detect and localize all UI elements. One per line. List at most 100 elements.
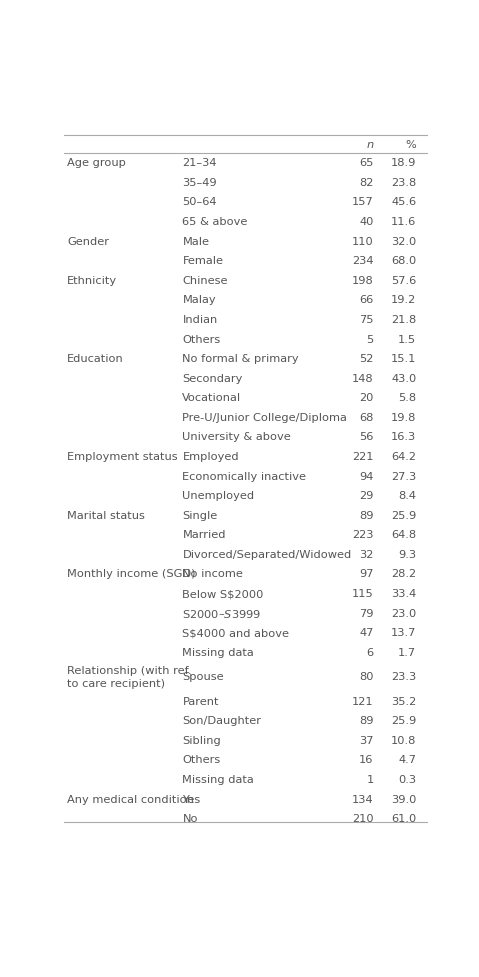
Text: Missing data: Missing data [182, 647, 254, 658]
Text: 57.6: 57.6 [391, 276, 416, 285]
Text: 56: 56 [359, 432, 374, 442]
Text: Any medical condition: Any medical condition [67, 794, 194, 804]
Text: Relationship (with ref.: Relationship (with ref. [67, 665, 192, 675]
Text: 37: 37 [359, 735, 374, 745]
Text: Gender: Gender [67, 236, 109, 246]
Text: 5.8: 5.8 [398, 393, 416, 403]
Text: 64.8: 64.8 [391, 530, 416, 539]
Text: 68.0: 68.0 [391, 256, 416, 266]
Text: Ethnicity: Ethnicity [67, 276, 117, 285]
Text: 21–34: 21–34 [182, 158, 217, 168]
Text: 9.3: 9.3 [398, 549, 416, 559]
Text: 68: 68 [359, 412, 374, 422]
Text: 221: 221 [352, 451, 374, 461]
Text: 27.3: 27.3 [391, 471, 416, 481]
Text: Malay: Malay [182, 295, 216, 305]
Text: Others: Others [182, 334, 221, 344]
Text: Employment status: Employment status [67, 451, 178, 461]
Text: 82: 82 [359, 178, 374, 188]
Text: 35–49: 35–49 [182, 178, 217, 188]
Text: 35.2: 35.2 [391, 696, 416, 706]
Text: Female: Female [182, 256, 223, 266]
Text: No: No [182, 814, 198, 824]
Text: 19.2: 19.2 [391, 295, 416, 305]
Text: 75: 75 [359, 315, 374, 324]
Text: Monthly income (SGD): Monthly income (SGD) [67, 569, 196, 579]
Text: No income: No income [182, 569, 243, 579]
Text: 15.1: 15.1 [391, 354, 416, 363]
Text: Age group: Age group [67, 158, 126, 168]
Text: Indian: Indian [182, 315, 217, 324]
Text: 5: 5 [366, 334, 374, 344]
Text: 39.0: 39.0 [391, 794, 416, 804]
Text: 121: 121 [352, 696, 374, 706]
Text: Secondary: Secondary [182, 373, 243, 383]
Text: 4.7: 4.7 [398, 754, 416, 765]
Text: 1.7: 1.7 [398, 647, 416, 658]
Text: 23.0: 23.0 [391, 608, 416, 618]
Text: 1: 1 [366, 774, 374, 785]
Text: Parent: Parent [182, 696, 219, 706]
Text: 23.3: 23.3 [391, 671, 416, 682]
Text: 66: 66 [359, 295, 374, 305]
Text: 8.4: 8.4 [398, 490, 416, 500]
Text: 32.0: 32.0 [391, 236, 416, 246]
Text: 25.9: 25.9 [391, 510, 416, 520]
Text: S$4000 and above: S$4000 and above [182, 627, 289, 638]
Text: 80: 80 [359, 671, 374, 682]
Text: 198: 198 [352, 276, 374, 285]
Text: Education: Education [67, 354, 124, 363]
Text: S$2000–S$3999: S$2000–S$3999 [182, 607, 262, 619]
Text: Chinese: Chinese [182, 276, 228, 285]
Text: 52: 52 [359, 354, 374, 363]
Text: 79: 79 [359, 608, 374, 618]
Text: 50–64: 50–64 [182, 197, 217, 207]
Text: Others: Others [182, 754, 221, 765]
Text: 1.5: 1.5 [398, 334, 416, 344]
Text: 210: 210 [352, 814, 374, 824]
Text: 97: 97 [359, 569, 374, 579]
Text: Economically inactive: Economically inactive [182, 471, 307, 481]
Text: Divorced/Separated/Widowed: Divorced/Separated/Widowed [182, 549, 352, 559]
Text: 11.6: 11.6 [391, 217, 416, 227]
Text: 25.9: 25.9 [391, 715, 416, 726]
Text: 28.2: 28.2 [391, 569, 416, 579]
Text: Pre-U/Junior College/Diploma: Pre-U/Junior College/Diploma [182, 412, 347, 422]
Text: 16.3: 16.3 [391, 432, 416, 442]
Text: Employed: Employed [182, 451, 239, 461]
Text: 29: 29 [359, 490, 374, 500]
Text: to care recipient): to care recipient) [67, 678, 165, 688]
Text: Yes: Yes [182, 794, 201, 804]
Text: Sibling: Sibling [182, 735, 221, 745]
Text: Married: Married [182, 530, 226, 539]
Text: 19.8: 19.8 [391, 412, 416, 422]
Text: 16: 16 [359, 754, 374, 765]
Text: 223: 223 [352, 530, 374, 539]
Text: Single: Single [182, 510, 217, 520]
Text: 13.7: 13.7 [391, 627, 416, 638]
Text: 94: 94 [359, 471, 374, 481]
Text: 148: 148 [352, 373, 374, 383]
Text: 6: 6 [366, 647, 374, 658]
Text: Below S$2000: Below S$2000 [182, 588, 264, 599]
Text: 234: 234 [352, 256, 374, 266]
Text: 23.8: 23.8 [391, 178, 416, 188]
Text: 89: 89 [359, 715, 374, 726]
Text: Vocational: Vocational [182, 393, 241, 403]
Text: 33.4: 33.4 [391, 588, 416, 599]
Text: %: % [406, 140, 416, 149]
Text: 65 & above: 65 & above [182, 217, 248, 227]
Text: 18.9: 18.9 [391, 158, 416, 168]
Text: 64.2: 64.2 [391, 451, 416, 461]
Text: 43.0: 43.0 [391, 373, 416, 383]
Text: 10.8: 10.8 [391, 735, 416, 745]
Text: Marital status: Marital status [67, 510, 145, 520]
Text: Missing data: Missing data [182, 774, 254, 785]
Text: 32: 32 [359, 549, 374, 559]
Text: 61.0: 61.0 [391, 814, 416, 824]
Text: Unemployed: Unemployed [182, 490, 254, 500]
Text: n: n [366, 140, 374, 149]
Text: Male: Male [182, 236, 209, 246]
Text: University & above: University & above [182, 432, 291, 442]
Text: 134: 134 [352, 794, 374, 804]
